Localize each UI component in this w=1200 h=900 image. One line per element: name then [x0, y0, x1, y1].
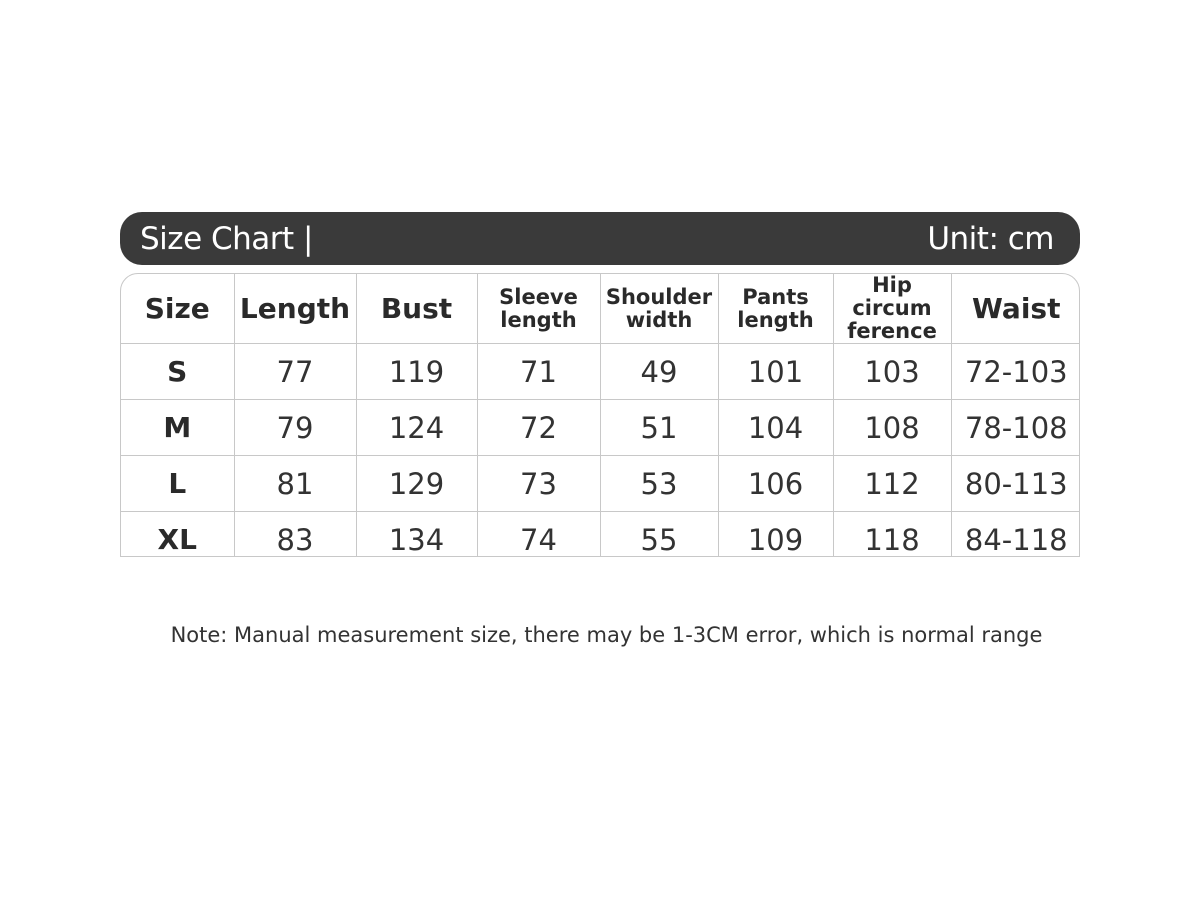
measurement-cell: 112	[832, 455, 952, 512]
table-row: S 77 119 71 49 101 103 72-103	[121, 343, 1079, 400]
measurement-note: Note: Manual measurement size, there may…	[170, 623, 1043, 647]
measurement-cell: 72	[476, 399, 601, 456]
measurement-cell: 80-113	[950, 455, 1079, 512]
column-header: Bust	[355, 274, 478, 344]
measurement-cell: 103	[832, 343, 952, 400]
measurement-cell: 78-108	[950, 399, 1079, 456]
size-table-container: Size Length Bust Sleeve length Shoulder widt…	[120, 273, 1080, 557]
measurement-cell: 83	[233, 511, 357, 556]
table-row: L 81 129 73 53 106 112 80-113	[121, 455, 1079, 512]
measurement-cell: 118	[832, 511, 952, 556]
unit-label: Unit: cm	[927, 220, 1054, 257]
measurement-cell: 55	[599, 511, 719, 556]
measurement-cell: 104	[717, 399, 834, 456]
measurement-cell: 84-118	[950, 511, 1079, 556]
column-header: Length	[233, 274, 357, 344]
measurement-cell: 51	[599, 399, 719, 456]
measurement-cell: 124	[355, 399, 478, 456]
measurement-cell: 73	[476, 455, 601, 512]
measurement-cell: 49	[599, 343, 719, 400]
size-label: L	[121, 455, 235, 512]
size-table: Size Length Bust Sleeve length Shoulder widt…	[121, 274, 1079, 556]
table-row: XL 83 134 74 55 109 118 84-118	[121, 511, 1079, 556]
measurement-cell: 71	[476, 343, 601, 400]
table-row: M 79 124 72 51 104 108 78-108	[121, 399, 1079, 456]
measurement-cell: 108	[832, 399, 952, 456]
column-header: Pants length	[717, 274, 834, 344]
measurement-cell: 106	[717, 455, 834, 512]
measurement-cell: 81	[233, 455, 357, 512]
size-chart-banner: Size Chart | Unit: cm	[120, 212, 1080, 265]
column-header: Waist	[950, 274, 1079, 344]
measurement-cell: 109	[717, 511, 834, 556]
size-label: XL	[121, 511, 235, 556]
measurement-cell: 77	[233, 343, 357, 400]
measurement-cell: 53	[599, 455, 719, 512]
column-header: Size	[121, 274, 235, 344]
column-header: Shoulder width	[599, 274, 719, 344]
measurement-cell: 74	[476, 511, 601, 556]
column-header: Sleeve length	[476, 274, 601, 344]
measurement-cell: 101	[717, 343, 834, 400]
size-label: M	[121, 399, 235, 456]
measurement-cell: 129	[355, 455, 478, 512]
size-label: S	[121, 343, 235, 400]
column-header: Hip circum ference	[832, 274, 952, 344]
measurement-cell: 72-103	[950, 343, 1079, 400]
measurement-cell: 79	[233, 399, 357, 456]
banner-title: Size Chart |	[140, 220, 313, 257]
header-row: Size Length Bust Sleeve length Shoulder widt…	[121, 274, 1079, 344]
measurement-cell: 134	[355, 511, 478, 556]
measurement-cell: 119	[355, 343, 478, 400]
